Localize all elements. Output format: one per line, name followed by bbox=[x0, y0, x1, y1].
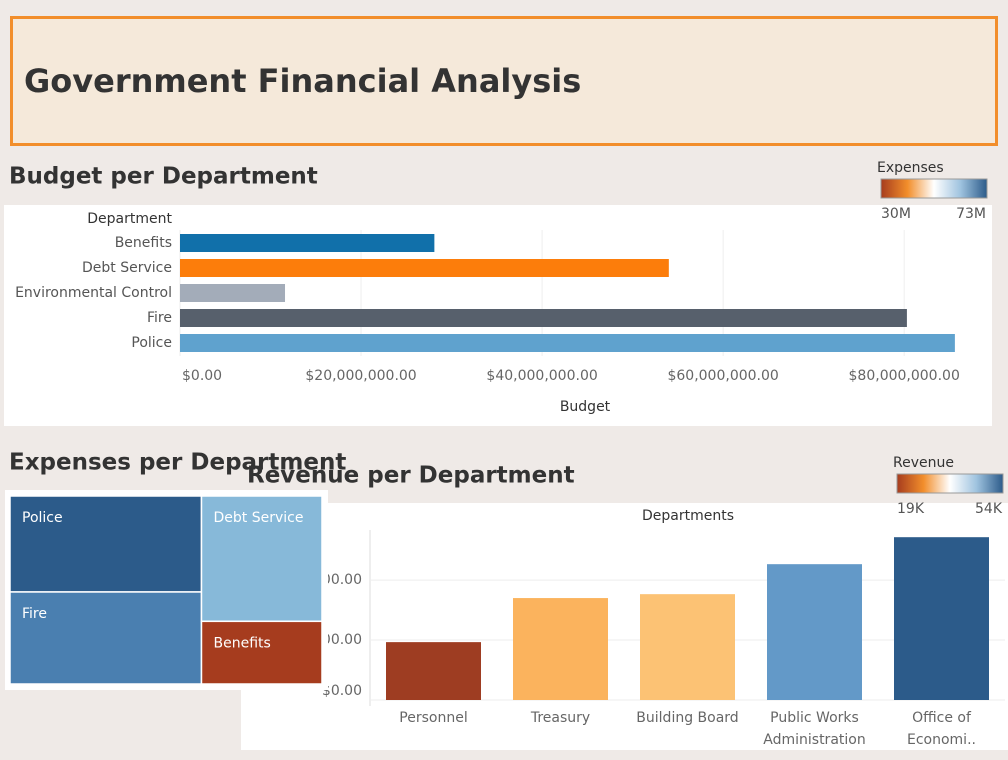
y-axis-title: Department bbox=[87, 211, 172, 227]
y-tick-label: Fire bbox=[147, 310, 172, 326]
chart-title: Budget per Department bbox=[9, 164, 318, 190]
x-tick-label: $80,000,000.00 bbox=[849, 368, 960, 384]
tile-label: Fire bbox=[22, 606, 47, 622]
x-tick-label-box: Building Board bbox=[636, 710, 739, 726]
bar bbox=[894, 537, 989, 700]
tile-label: Debt Service bbox=[213, 510, 303, 526]
bar bbox=[513, 598, 608, 700]
bar bbox=[180, 259, 669, 277]
legend-title: Revenue bbox=[893, 455, 954, 471]
legend-label: 30M bbox=[881, 206, 911, 222]
legend-title: Expenses bbox=[877, 160, 944, 176]
tile bbox=[9, 495, 203, 593]
tile bbox=[200, 620, 323, 685]
legend-gradient bbox=[880, 178, 988, 199]
chart-title: Revenue per Department bbox=[247, 463, 575, 489]
x-axis-title: Budget bbox=[560, 399, 611, 415]
x-tick-label-box: Office of Economi.. bbox=[907, 710, 976, 748]
bar bbox=[180, 284, 286, 302]
x-tick-label-box: Personnel bbox=[399, 710, 468, 726]
legend-gradient bbox=[896, 473, 1004, 494]
x-tick-label-box: Treasury bbox=[530, 710, 591, 726]
legend-label: 73M bbox=[956, 206, 986, 222]
tile-label: Benefits bbox=[213, 635, 270, 651]
bar bbox=[180, 309, 907, 327]
x-tick-label: $40,000,000.00 bbox=[486, 368, 597, 384]
tile bbox=[200, 495, 323, 623]
legend-label: 54K bbox=[975, 501, 1003, 517]
header-box bbox=[10, 16, 998, 146]
y-tick-label: Police bbox=[131, 335, 172, 351]
x-axis-title: Departments bbox=[642, 508, 734, 524]
x-tick-label: Building Board bbox=[636, 710, 739, 726]
dashboard-title: Government Financial Analysis bbox=[24, 62, 581, 100]
bar bbox=[180, 234, 435, 252]
chart-title: Expenses per Department bbox=[9, 450, 346, 476]
y-tick-label: Environmental Control bbox=[15, 285, 172, 301]
bar bbox=[180, 334, 955, 352]
panel bbox=[241, 503, 1008, 750]
tile-label: Police bbox=[22, 510, 63, 526]
x-tick-label: $0.00 bbox=[182, 368, 222, 384]
x-tick-label: Office of Economi.. bbox=[907, 710, 976, 748]
x-tick-label: Treasury bbox=[530, 710, 591, 726]
y-tick-label: $0.00 bbox=[322, 683, 362, 699]
y-tick-label: Debt Service bbox=[82, 260, 172, 276]
x-tick-label: $60,000,000.00 bbox=[667, 368, 778, 384]
y-tick-label: Benefits bbox=[115, 235, 172, 251]
x-tick-label-box: Public Works Administration bbox=[763, 710, 866, 748]
bar bbox=[767, 564, 862, 700]
x-tick-label: $20,000,000.00 bbox=[305, 368, 416, 384]
legend-label: 19K bbox=[897, 501, 925, 517]
x-tick-label: Public Works Administration bbox=[763, 710, 866, 748]
bar bbox=[640, 594, 735, 700]
tile bbox=[9, 591, 203, 685]
x-tick-label: Personnel bbox=[399, 710, 468, 726]
bar bbox=[386, 642, 481, 700]
